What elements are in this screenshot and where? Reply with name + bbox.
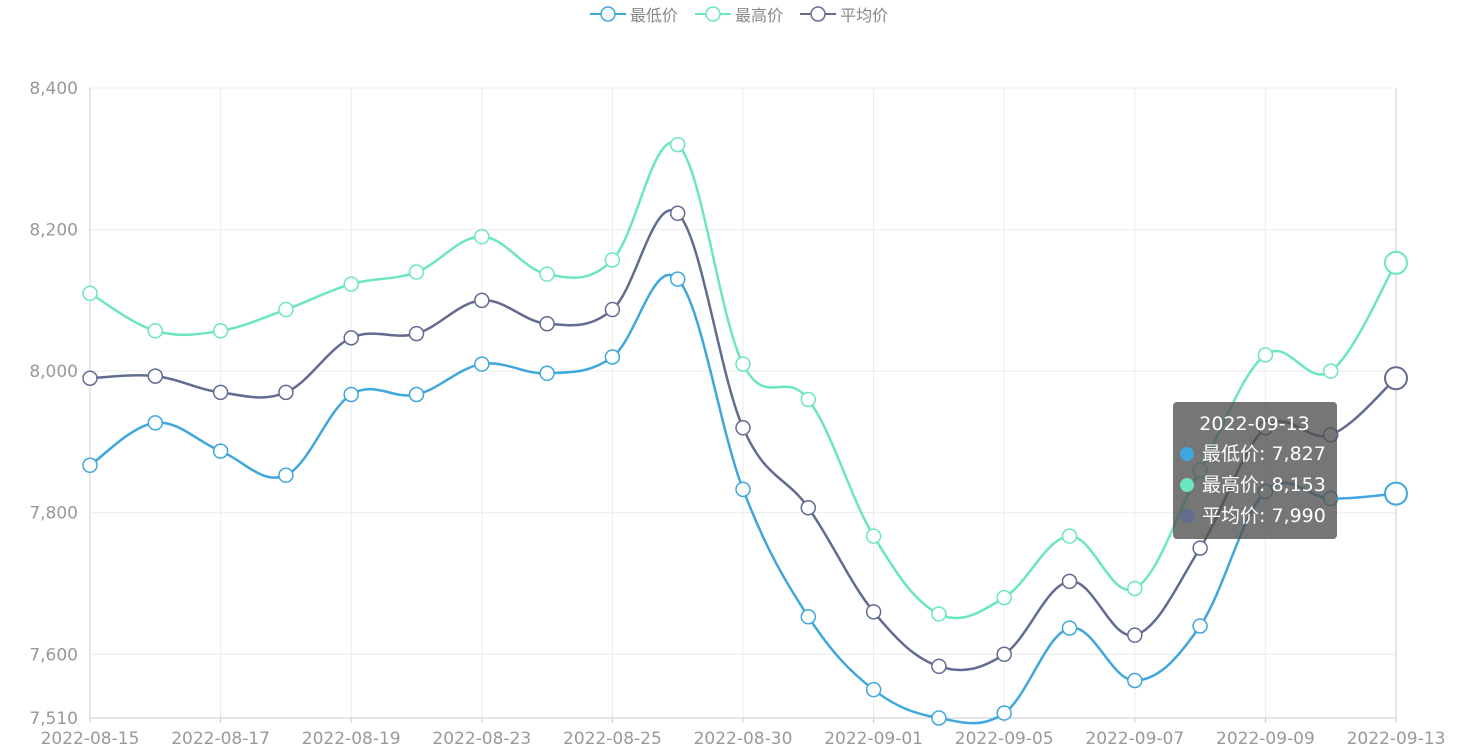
data-point-avg: [408, 325, 425, 342]
data-point-max: [1322, 363, 1339, 379]
data-point-avg: [1061, 573, 1078, 590]
x-tick-label: 2022-08-30: [694, 729, 793, 745]
data-point-max: [343, 276, 359, 292]
legend-symbol-avg: [800, 6, 837, 22]
data-point-avg: [82, 370, 98, 386]
y-tick-label: 7,800: [29, 504, 78, 524]
data-point-avg: [1192, 540, 1208, 556]
data-point-avg: [474, 292, 490, 309]
data-point-max: [212, 323, 229, 339]
tooltip-title: 2022-09-13: [1199, 413, 1310, 435]
data-point-avg: [800, 500, 817, 516]
data-point-min: [996, 705, 1012, 721]
x-tick-label: 2022-08-23: [432, 729, 531, 745]
data-point-min: [604, 349, 621, 365]
data-point-avg: [1127, 627, 1143, 643]
data-point-min: [865, 681, 882, 698]
x-tick-label: 2022-08-15: [41, 729, 140, 745]
tooltip-row-min: 最低价: 7,827: [1180, 439, 1337, 470]
data-point-min: [278, 467, 294, 483]
y-tick-label: 7,510: [29, 709, 78, 729]
data-point-min: [539, 365, 555, 382]
data-point-min: [931, 710, 947, 726]
data-point-max: [669, 136, 686, 153]
data-point-avg: [604, 301, 621, 318]
data-point-avg: [147, 368, 164, 384]
data-point-min: [212, 443, 229, 459]
tooltip: 2022-09-13 最低价: 7,827 最高价: 8,153 平均价: 7,…: [1173, 402, 1337, 539]
y-tick-label: 7,600: [29, 645, 78, 665]
data-point-max: [147, 323, 164, 339]
x-tick-label: 2022-09-07: [1085, 729, 1184, 745]
data-point-min: [408, 386, 425, 403]
data-point-min: [669, 271, 686, 287]
data-point-avg: [343, 330, 359, 346]
legend-label-avg: 平均价: [840, 6, 889, 25]
data-point-max: [278, 301, 294, 318]
data-point-min: [1384, 481, 1408, 506]
tooltip-row-avg: 平均价: 7,990: [1180, 501, 1337, 532]
series-line-avg: [89, 209, 1397, 672]
legend-label-max: 最高价: [734, 6, 783, 25]
data-point-avg: [931, 658, 947, 675]
data-point-min: [82, 457, 98, 474]
tooltip-label-max: 最高价: 8,153: [1202, 474, 1326, 496]
data-point-max: [1061, 528, 1078, 544]
x-tick-label: 2022-09-05: [955, 729, 1054, 745]
data-point-min: [474, 356, 490, 372]
data-point-max: [408, 264, 425, 280]
data-point-avg: [539, 315, 555, 332]
data-point-avg: [212, 384, 229, 401]
data-point-max: [1257, 347, 1274, 363]
data-point-max: [1127, 580, 1143, 597]
data-point-max: [1384, 250, 1408, 275]
legend-item-min[interactable]: 最低价: [589, 2, 678, 26]
legend: 最低价 最高价 平均价: [0, 2, 1478, 26]
data-point-avg: [1384, 366, 1408, 391]
data-point-min: [1127, 672, 1143, 689]
data-point-avg: [865, 604, 882, 620]
data-point-max: [931, 606, 947, 622]
x-tick-label: 2022-08-19: [302, 729, 401, 745]
x-tick-label: 2022-09-13: [1347, 729, 1446, 745]
data-point-avg: [278, 384, 294, 401]
legend-symbol-min: [589, 6, 626, 22]
tooltip-dot-avg: [1180, 509, 1194, 523]
data-point-min: [147, 415, 164, 431]
data-point-min: [735, 481, 751, 498]
y-tick-label: 8,200: [29, 221, 78, 241]
data-point-min: [1061, 620, 1078, 636]
data-point-avg: [996, 646, 1012, 663]
x-tick-label: 2022-08-17: [171, 729, 270, 745]
data-point-min: [1192, 618, 1208, 634]
legend-item-avg[interactable]: 平均价: [800, 2, 888, 26]
data-point-min: [800, 609, 817, 625]
data-point-min: [343, 386, 359, 403]
y-tick-label: 8,000: [29, 362, 78, 382]
data-point-avg: [669, 205, 686, 222]
legend-symbol-max: [694, 6, 731, 22]
data-point-avg: [735, 420, 751, 436]
data-point-max: [474, 228, 490, 245]
data-point-max: [735, 356, 751, 372]
data-point-max: [604, 252, 621, 268]
data-point-max: [800, 391, 817, 408]
tooltip-label-avg: 平均价: 7,990: [1202, 505, 1326, 527]
tooltip-label-min: 最低价: 7,827: [1202, 443, 1326, 465]
data-point-max: [82, 285, 98, 302]
legend-label-min: 最低价: [629, 6, 678, 25]
data-point-max: [539, 266, 555, 282]
x-tick-label: 2022-08-25: [563, 729, 662, 745]
tooltip-row-max: 最高价: 8,153: [1180, 470, 1337, 501]
x-tick-label: 2022-09-09: [1216, 729, 1315, 745]
x-tick-label: 2022-09-01: [824, 729, 923, 745]
legend-item-max[interactable]: 最高价: [694, 2, 783, 26]
data-point-max: [865, 528, 882, 544]
tooltip-dot-max: [1180, 478, 1194, 492]
y-tick-label: 8,400: [29, 79, 78, 99]
tooltip-dot-min: [1180, 447, 1194, 461]
data-point-max: [996, 589, 1012, 606]
